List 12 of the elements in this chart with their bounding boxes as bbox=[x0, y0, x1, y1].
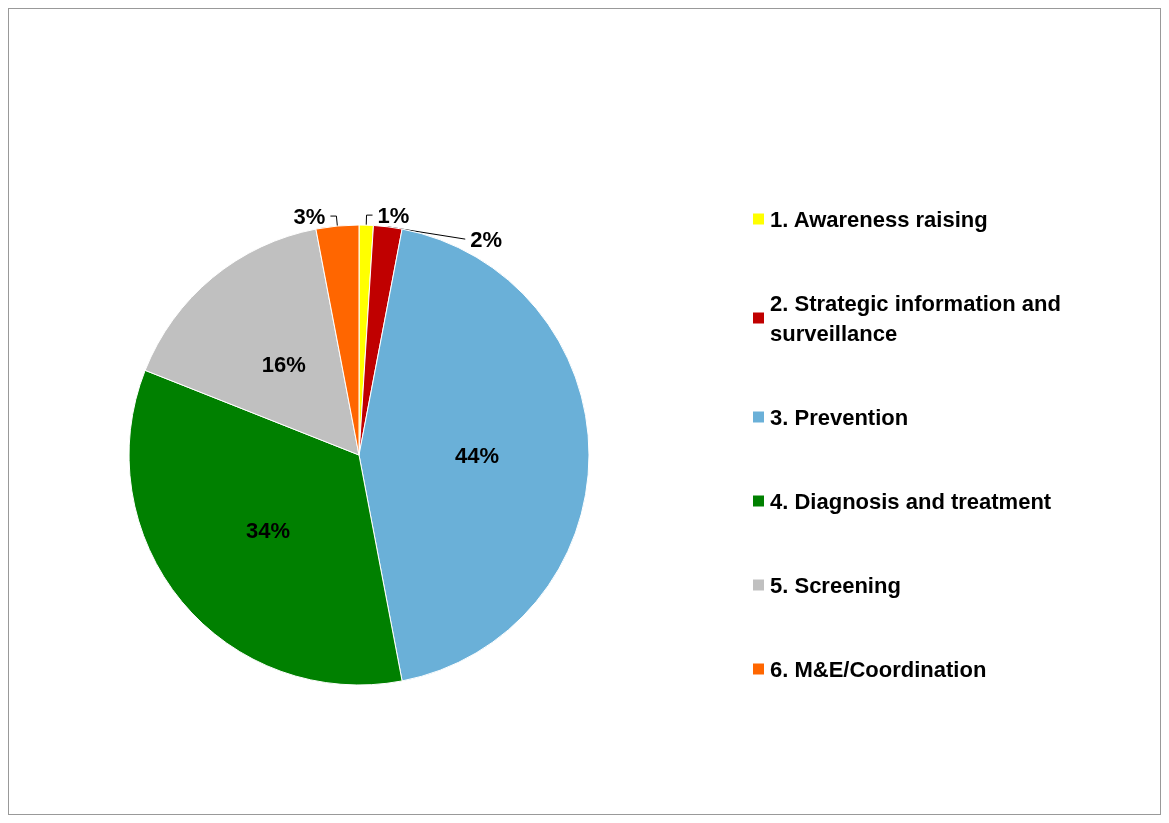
data-label: 3% bbox=[293, 203, 326, 229]
data-label: 34% bbox=[246, 517, 291, 543]
legend-label: 6. M&E/Coordination bbox=[770, 656, 987, 682]
legend-label: 3. Prevention bbox=[770, 404, 909, 430]
data-label: 16% bbox=[261, 351, 306, 377]
data-label: 44% bbox=[454, 442, 500, 468]
legend-label: 4. Diagnosis and treatment bbox=[770, 488, 1052, 514]
data-label: 1% bbox=[377, 202, 410, 228]
legend-label: 5. Screening bbox=[770, 572, 901, 598]
legend-label: 2. Strategic information and surveillance bbox=[770, 290, 1068, 346]
data-label: 2% bbox=[470, 226, 503, 252]
legend-label: 1. Awareness raising bbox=[770, 206, 988, 232]
